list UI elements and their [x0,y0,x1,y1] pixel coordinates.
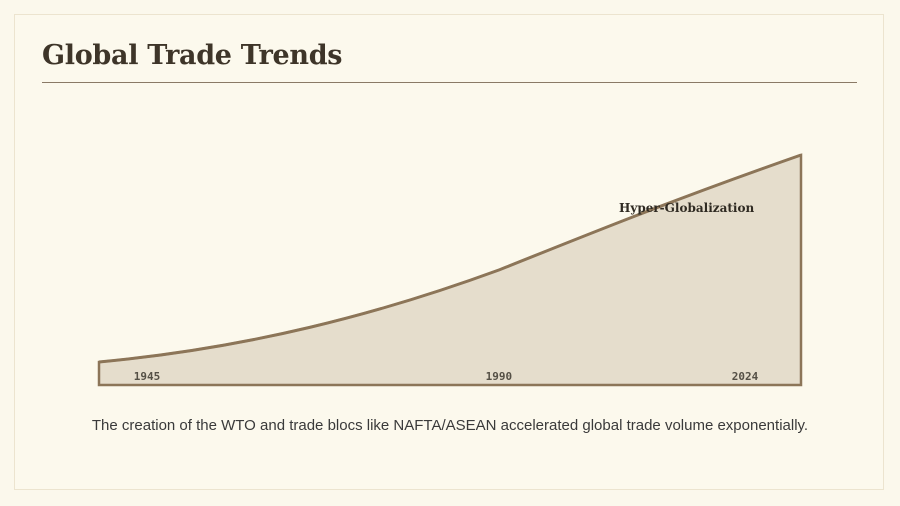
page-title: Global Trade Trends [42,40,343,71]
area-fill [97,153,803,387]
chart-caption: The creation of the WTO and trade blocs … [91,417,809,434]
x-tick-label-1990: 1990 [486,370,513,383]
title-divider [42,82,857,83]
area-series-line [98,153,802,364]
annotation-label: Hyper-Globalization [619,201,754,215]
x-tick-label-2024: 2024 [732,370,759,383]
x-tick-label-1945: 1945 [134,370,161,383]
